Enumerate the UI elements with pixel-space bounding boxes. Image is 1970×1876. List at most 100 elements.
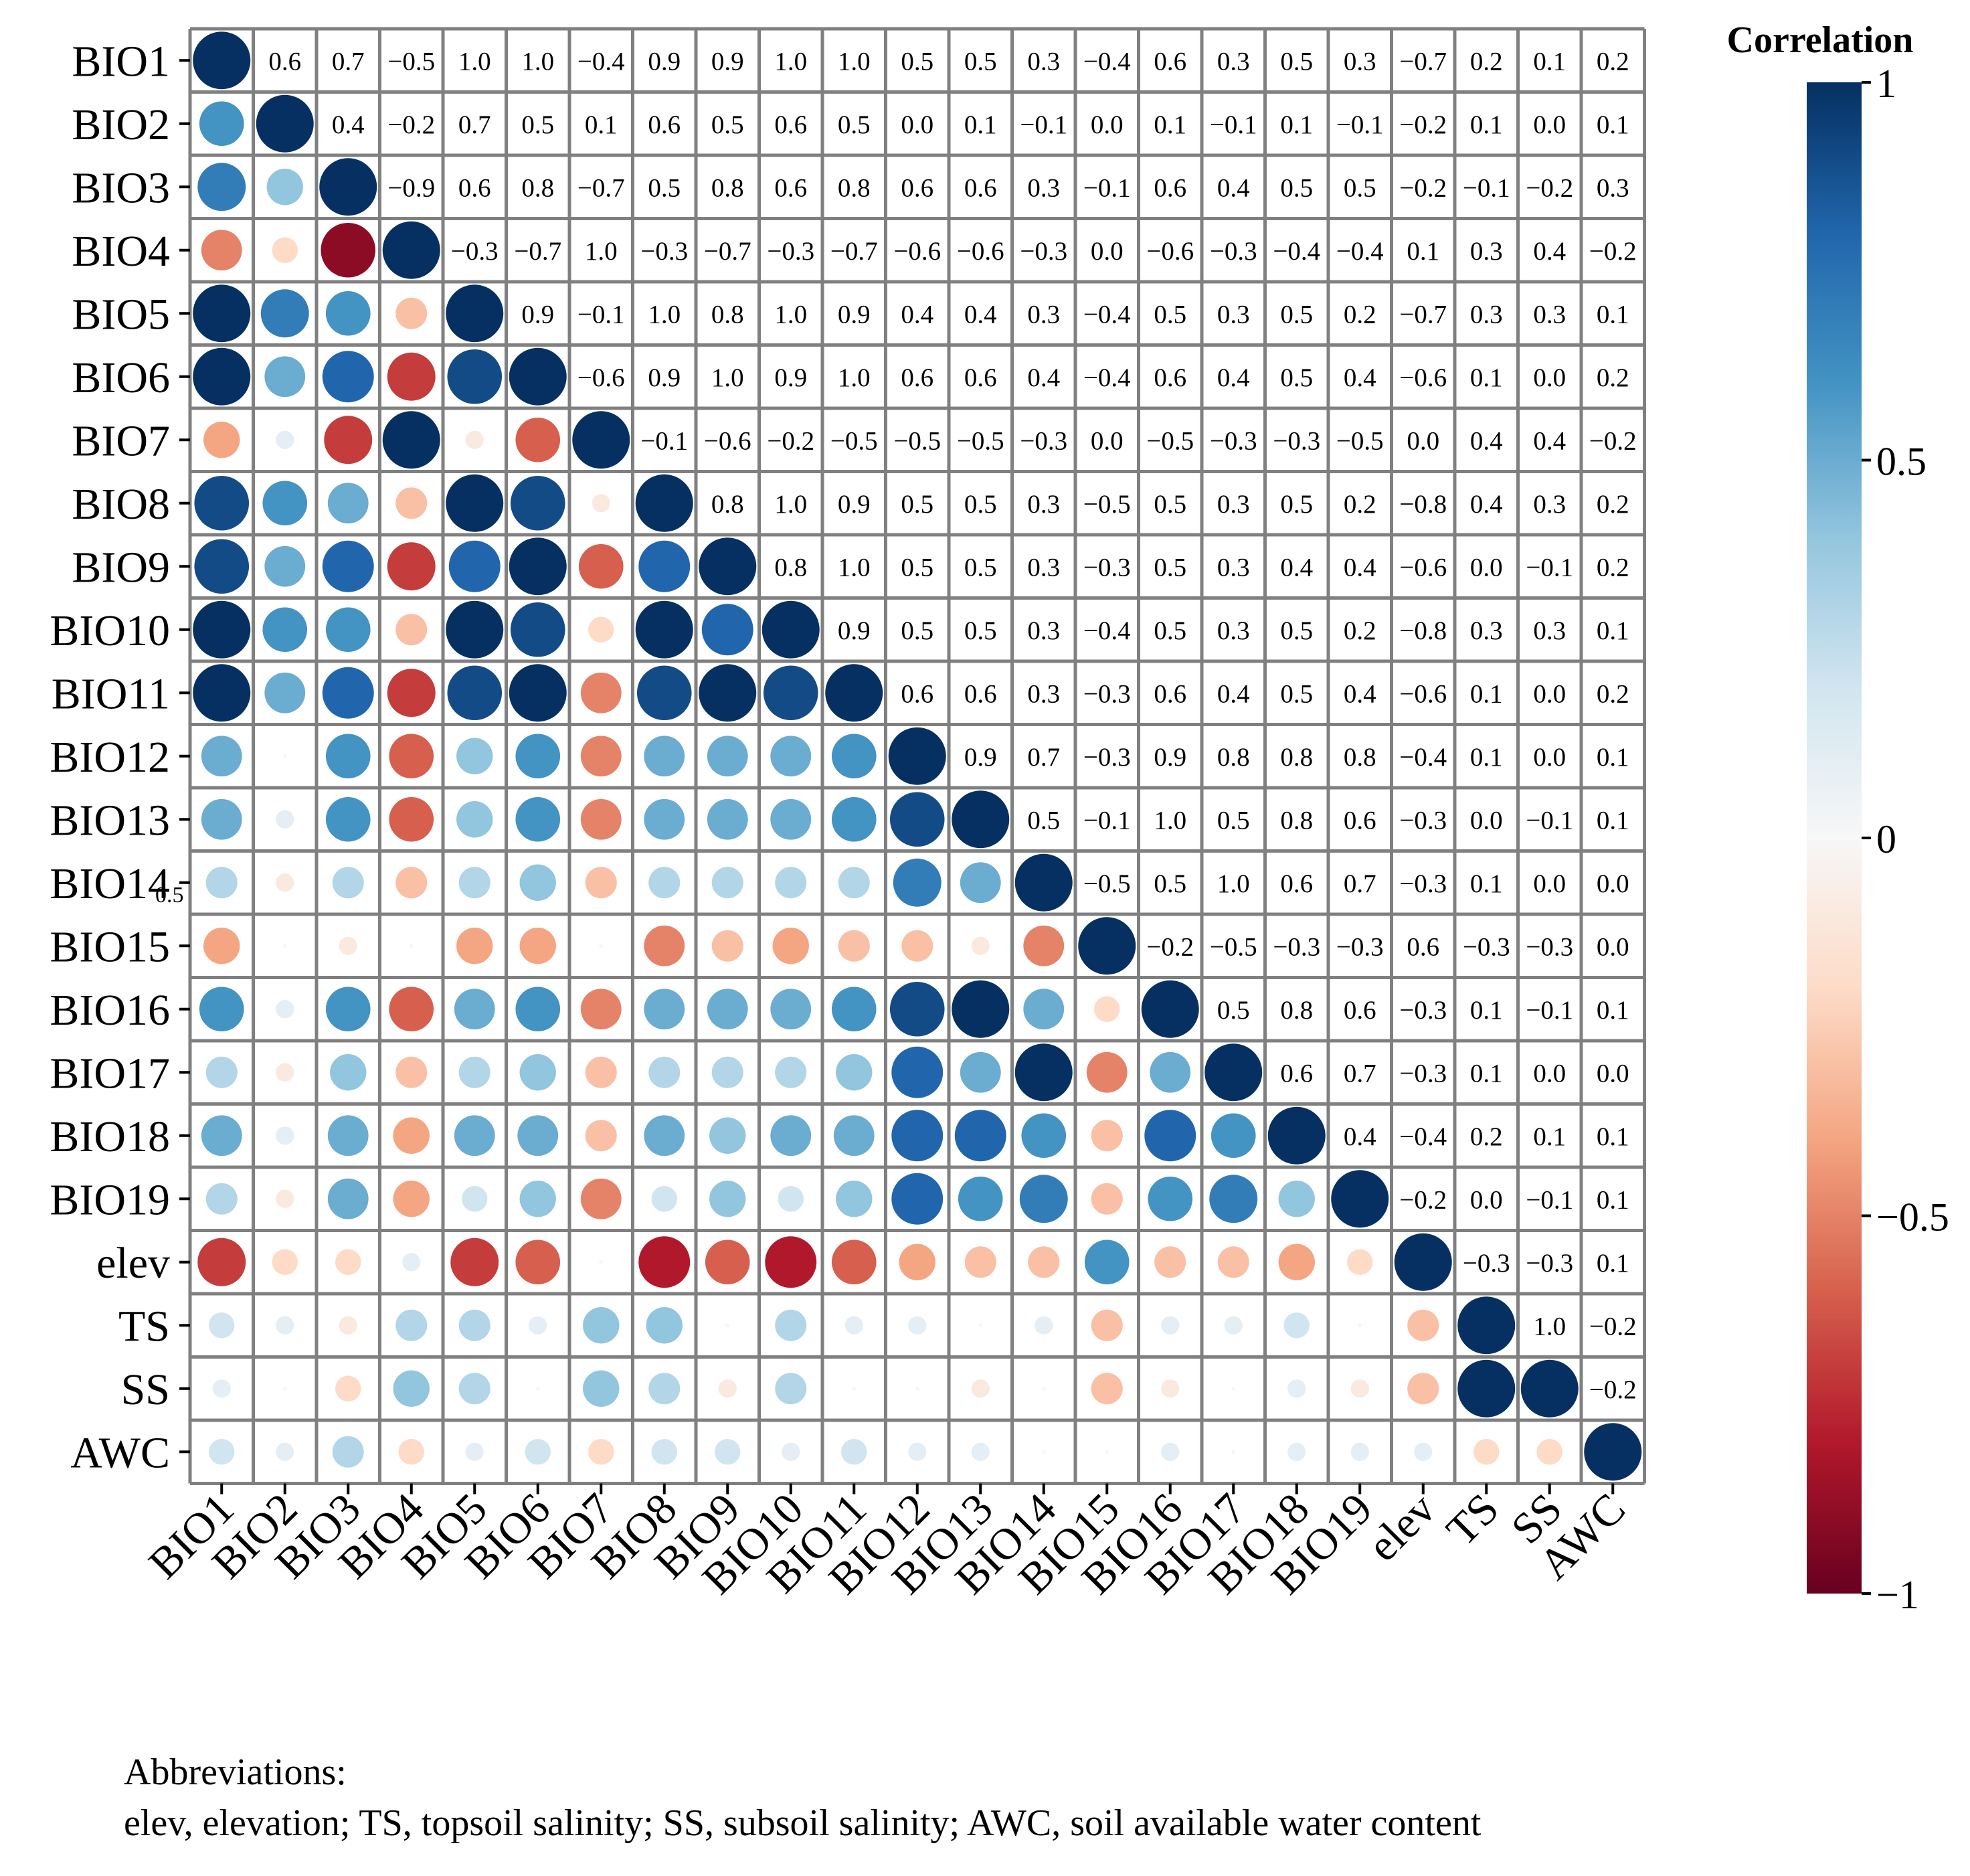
- corr-circle-BIO14-BIO14: [1014, 853, 1073, 912]
- corr-value-BIO2-BIO8: 0.6: [648, 110, 681, 139]
- corr-value-BIO6-BIO8: 0.9: [648, 363, 681, 392]
- corr-circle-BIO17-BIO1: [205, 1056, 238, 1088]
- corr-value-BIO4-BIO8: −0.3: [640, 237, 688, 266]
- corr-value-BIO9-BIO14: 0.3: [1027, 553, 1060, 582]
- y-label-BIO15: BIO15: [50, 922, 170, 971]
- corr-value-BIO18-TS: 0.2: [1470, 1122, 1503, 1151]
- corr-circle-BIO19-BIO7: [580, 1178, 622, 1219]
- corr-value-BIO6-BIO13: 0.6: [964, 363, 997, 392]
- corr-value-BIO4-BIO15: 0.0: [1091, 237, 1124, 266]
- corr-value-BIO13-BIO18: 0.8: [1280, 806, 1313, 835]
- corr-value-BIO3-SS: −0.2: [1526, 173, 1573, 202]
- corr-circle-AWC-BIO18: [1287, 1442, 1306, 1461]
- corr-circle-BIO7-BIO6: [515, 417, 561, 462]
- corr-value-BIO6-BIO14: 0.4: [1027, 363, 1060, 392]
- corr-value-BIO5-TS: 0.3: [1470, 300, 1503, 329]
- corr-value-BIO3-BIO13: 0.6: [964, 173, 997, 202]
- corr-circle-BIO12-BIO9: [707, 736, 748, 777]
- corr-circle-BIO18-BIO9: [709, 1117, 746, 1154]
- corr-circle-BIO9-BIO8: [638, 540, 691, 592]
- corr-value-BIO15-BIO19: −0.3: [1336, 932, 1384, 961]
- corr-circle-BIO6-BIO6: [509, 347, 567, 406]
- corr-circle-BIO16-BIO14: [1023, 989, 1065, 1030]
- corr-circle-BIO16-BIO2: [276, 1000, 294, 1019]
- corr-circle-BIO18-BIO7: [585, 1120, 617, 1152]
- corr-circle-BIO15-BIO11: [838, 930, 870, 962]
- corr-value-BIO11-BIO14: 0.3: [1027, 679, 1060, 708]
- corr-circle-BIO3-BIO1: [197, 163, 246, 211]
- corr-circle-BIO19-BIO17: [1209, 1175, 1258, 1223]
- corr-value-BIO8-BIO17: 0.3: [1217, 490, 1250, 519]
- corr-circle-BIO12-BIO5: [456, 738, 493, 774]
- corr-circle-BIO14-BIO5: [458, 867, 490, 899]
- corr-circle-BIO16-BIO8: [644, 989, 685, 1030]
- corr-circle-AWC-BIO13: [971, 1442, 990, 1461]
- corr-circle-BIO6-BIO3: [322, 351, 374, 403]
- corr-value-BIO8-BIO12: 0.5: [901, 490, 933, 519]
- corr-circle-BIO13-BIO3: [325, 796, 371, 842]
- corr-value-BIO16-TS: 0.1: [1470, 996, 1503, 1025]
- corr-circle-BIO18-BIO16: [1144, 1110, 1196, 1162]
- corr-circle-AWC-BIO6: [525, 1439, 551, 1465]
- corr-value-BIO8-BIO16: 0.5: [1154, 490, 1186, 519]
- corr-value-BIO4-BIO18: −0.4: [1273, 237, 1320, 266]
- corr-circle-AWC-TS: [1473, 1439, 1500, 1465]
- corr-circle-BIO15-BIO14: [1023, 925, 1065, 966]
- corr-circle-BIO16-BIO4: [389, 987, 434, 1032]
- corr-circle-AWC-BIO7: [588, 1439, 614, 1465]
- corr-circle-SS-BIO5: [458, 1373, 490, 1405]
- corr-value-BIO4-BIO11: −0.7: [830, 237, 878, 266]
- corr-circle-BIO19-BIO6: [519, 1181, 556, 1217]
- corr-circle-BIO12-BIO12: [888, 727, 946, 785]
- corr-value-BIO5-BIO16: 0.5: [1154, 300, 1186, 329]
- corr-circle-BIO13-BIO7: [580, 798, 622, 840]
- corr-circle-BIO17-BIO4: [395, 1056, 428, 1088]
- corr-value-BIO10-BIO12: 0.5: [901, 616, 933, 645]
- corr-circle-BIO15-BIO10: [772, 928, 809, 964]
- corr-value-BIO14-TS: 0.1: [1470, 869, 1503, 898]
- corr-circle-SS-BIO17: [1231, 1386, 1236, 1391]
- corr-circle-TS-BIO7: [583, 1307, 620, 1344]
- corr-value-BIO16-BIO19: 0.6: [1344, 996, 1376, 1025]
- corr-circle-BIO19-BIO5: [462, 1186, 488, 1212]
- corr-circle-BIO15-BIO2: [282, 944, 287, 948]
- corr-circle-BIO18-BIO14: [1021, 1113, 1067, 1159]
- corr-value-BIO2-BIO3: 0.4: [332, 110, 365, 139]
- corr-circle-BIO12-BIO3: [325, 734, 371, 779]
- corr-value-BIO18-elev: −0.4: [1399, 1122, 1447, 1151]
- corr-circle-BIO18-BIO5: [454, 1115, 495, 1157]
- corr-circle-BIO13-BIO12: [889, 792, 945, 847]
- corr-circle-AWC-elev: [1414, 1442, 1433, 1461]
- corr-circle-elev-elev: [1394, 1233, 1452, 1291]
- corr-value-BIO11-BIO15: −0.3: [1083, 679, 1131, 708]
- corr-circle-BIO9-BIO7: [578, 543, 624, 589]
- corr-circle-TS-TS: [1457, 1296, 1516, 1355]
- corr-circle-BIO2-BIO1: [199, 101, 244, 147]
- corr-circle-TS-BIO8: [646, 1307, 683, 1344]
- corr-circle-BIO9-BIO3: [322, 540, 374, 592]
- corr-value-BIO15-BIO17: −0.5: [1210, 932, 1257, 961]
- corr-value-BIO1-elev: −0.7: [1399, 47, 1447, 76]
- corr-circle-BIO11-BIO10: [763, 665, 818, 721]
- corr-value-BIO1-BIO18: 0.5: [1280, 47, 1313, 76]
- corr-circle-BIO14-BIO11: [838, 867, 870, 899]
- corr-value-BIO6-BIO18: 0.5: [1280, 363, 1313, 392]
- corr-value-BIO3-BIO12: 0.6: [901, 173, 933, 202]
- corr-circle-AWC-SS: [1536, 1439, 1562, 1465]
- corr-circle-BIO10-BIO1: [193, 600, 251, 659]
- corr-value-BIO5-elev: −0.7: [1399, 300, 1447, 329]
- corr-value-BIO19-AWC: 0.1: [1597, 1185, 1629, 1214]
- corr-value-BIO3-BIO16: 0.6: [1154, 173, 1186, 202]
- corr-circle-BIO10-BIO10: [762, 600, 820, 659]
- corr-circle-TS-BIO5: [458, 1309, 490, 1341]
- corr-value-BIO7-BIO17: −0.3: [1210, 426, 1257, 455]
- corr-circle-AWC-BIO3: [332, 1436, 364, 1468]
- corr-circle-BIO15-BIO12: [901, 930, 933, 962]
- corr-circle-BIO7-BIO7: [572, 411, 630, 469]
- corr-circle-SS-BIO2: [282, 1386, 287, 1391]
- corr-circle-BIO16-BIO15: [1094, 996, 1120, 1022]
- corr-value-BIO4-BIO5: −0.3: [451, 237, 499, 266]
- corr-value-BIO17-elev: −0.3: [1399, 1059, 1447, 1088]
- y-label-BIO1: BIO1: [72, 37, 170, 86]
- corr-circle-BIO10-BIO3: [325, 607, 371, 653]
